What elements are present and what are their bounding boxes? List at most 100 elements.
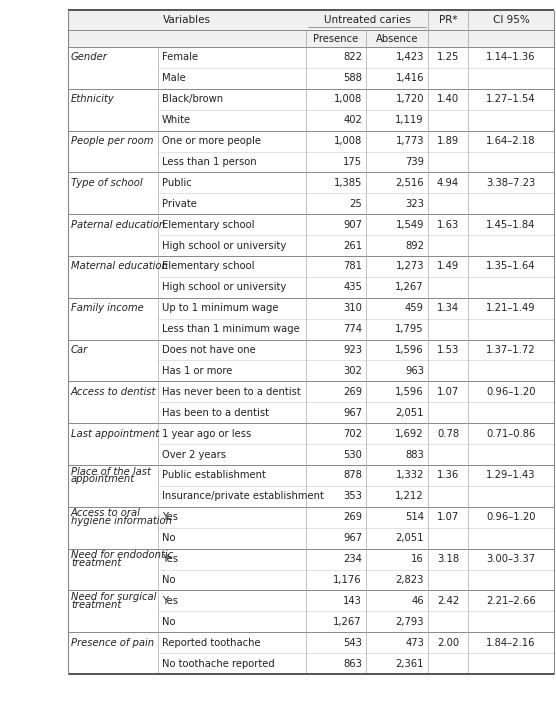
Text: 1,008: 1,008 [334, 94, 362, 104]
Text: Paternal education: Paternal education [71, 219, 165, 230]
Text: 907: 907 [343, 219, 362, 230]
Text: 1.35–1.64: 1.35–1.64 [486, 261, 536, 272]
Text: 923: 923 [343, 345, 362, 355]
Text: 25: 25 [349, 199, 362, 209]
Text: 46: 46 [411, 596, 424, 606]
Text: 3.18: 3.18 [437, 554, 459, 564]
Text: Has never been to a dentist: Has never been to a dentist [162, 387, 301, 397]
Text: Has 1 or more: Has 1 or more [162, 366, 232, 376]
Text: Has been to a dentist: Has been to a dentist [162, 408, 269, 418]
Text: Public: Public [162, 178, 192, 188]
Text: 774: 774 [343, 324, 362, 334]
Text: 1.49: 1.49 [437, 261, 459, 272]
Text: Untreated caries: Untreated caries [324, 15, 410, 25]
Text: 0.96–1.20: 0.96–1.20 [486, 513, 536, 522]
Text: 588: 588 [343, 73, 362, 83]
Text: Black/brown: Black/brown [162, 94, 223, 104]
Text: Reported toothache: Reported toothache [162, 638, 261, 648]
Text: 459: 459 [405, 303, 424, 313]
Text: 4.94: 4.94 [437, 178, 459, 188]
Text: 1.37–1.72: 1.37–1.72 [486, 345, 536, 355]
Text: 1.29–1.43: 1.29–1.43 [486, 471, 536, 481]
Text: 963: 963 [405, 366, 424, 376]
Text: 16: 16 [411, 554, 424, 564]
Text: 1.63: 1.63 [437, 219, 459, 230]
Text: No: No [162, 575, 176, 585]
Text: 543: 543 [343, 638, 362, 648]
Text: 175: 175 [343, 157, 362, 167]
Text: 2.21–2.66: 2.21–2.66 [486, 596, 536, 606]
Bar [68, 10, 554, 30]
Text: Family income: Family income [71, 303, 144, 313]
Text: 967: 967 [343, 533, 362, 543]
Text: 143: 143 [343, 596, 362, 606]
Text: 781: 781 [343, 261, 362, 272]
Text: 1.07: 1.07 [437, 387, 459, 397]
Text: Ethnicity: Ethnicity [71, 94, 115, 104]
Text: 1.53: 1.53 [437, 345, 459, 355]
Text: 2,051: 2,051 [395, 533, 424, 543]
Text: 702: 702 [343, 429, 362, 439]
Text: 1.34: 1.34 [437, 303, 459, 313]
Text: No: No [162, 617, 176, 627]
Text: One or more people: One or more people [162, 136, 261, 146]
Text: Less than 1 minimum wage: Less than 1 minimum wage [162, 324, 300, 334]
Text: 1,176: 1,176 [334, 575, 362, 585]
Text: No: No [162, 533, 176, 543]
Text: 1,596: 1,596 [395, 345, 424, 355]
Text: 1,416: 1,416 [395, 73, 424, 83]
Text: 473: 473 [405, 638, 424, 648]
Text: 1.27–1.54: 1.27–1.54 [486, 94, 536, 104]
Text: 1.07: 1.07 [437, 513, 459, 522]
Text: CI 95%: CI 95% [493, 15, 529, 25]
Text: Yes: Yes [162, 596, 178, 606]
Text: 1,596: 1,596 [395, 387, 424, 397]
Text: 1,385: 1,385 [334, 178, 362, 188]
Text: 269: 269 [343, 387, 362, 397]
Text: 302: 302 [343, 366, 362, 376]
Text: 1.25: 1.25 [437, 52, 459, 62]
Text: 883: 883 [405, 450, 424, 460]
Text: 878: 878 [343, 471, 362, 481]
Text: Absence: Absence [376, 33, 418, 43]
Bar [68, 30, 554, 47]
Text: 892: 892 [405, 240, 424, 251]
Text: 435: 435 [343, 282, 362, 292]
Text: 1.45–1.84: 1.45–1.84 [486, 219, 535, 230]
Text: High school or university: High school or university [162, 240, 286, 251]
Text: 3.00–3.37: 3.00–3.37 [486, 554, 535, 564]
Text: 1.40: 1.40 [437, 94, 459, 104]
Text: 269: 269 [343, 513, 362, 522]
Text: Insurance/private establishment: Insurance/private establishment [162, 492, 324, 501]
Text: Male: Male [162, 73, 186, 83]
Text: Variables: Variables [163, 15, 211, 25]
Text: Elementary school: Elementary school [162, 219, 255, 230]
Text: Presence of pain: Presence of pain [71, 638, 154, 648]
Text: 0.78: 0.78 [437, 429, 459, 439]
Text: 2.00: 2.00 [437, 638, 459, 648]
Text: PR*: PR* [439, 15, 457, 25]
Text: Need for surgical: Need for surgical [71, 592, 156, 602]
Text: 1,692: 1,692 [395, 429, 424, 439]
Text: 1,267: 1,267 [334, 617, 362, 627]
Text: 739: 739 [405, 157, 424, 167]
Text: 1.36: 1.36 [437, 471, 459, 481]
Text: 1,008: 1,008 [334, 136, 362, 146]
Text: 822: 822 [343, 52, 362, 62]
Text: 0.96–1.20: 0.96–1.20 [486, 387, 536, 397]
Text: Less than 1 person: Less than 1 person [162, 157, 257, 167]
Text: 234: 234 [343, 554, 362, 564]
Text: 1.21–1.49: 1.21–1.49 [486, 303, 536, 313]
Text: Place of the last: Place of the last [71, 467, 151, 476]
Text: Yes: Yes [162, 554, 178, 564]
Text: 967: 967 [343, 408, 362, 418]
Text: 1 year ago or less: 1 year ago or less [162, 429, 251, 439]
Text: Need for endodontic: Need for endodontic [71, 550, 173, 560]
Text: White: White [162, 115, 191, 125]
Text: appointment: appointment [71, 474, 135, 484]
Text: Private: Private [162, 199, 197, 209]
Text: hygiene information: hygiene information [71, 516, 172, 526]
Text: Public establishment: Public establishment [162, 471, 266, 481]
Text: 2,793: 2,793 [395, 617, 424, 627]
Text: 2.42: 2.42 [437, 596, 459, 606]
